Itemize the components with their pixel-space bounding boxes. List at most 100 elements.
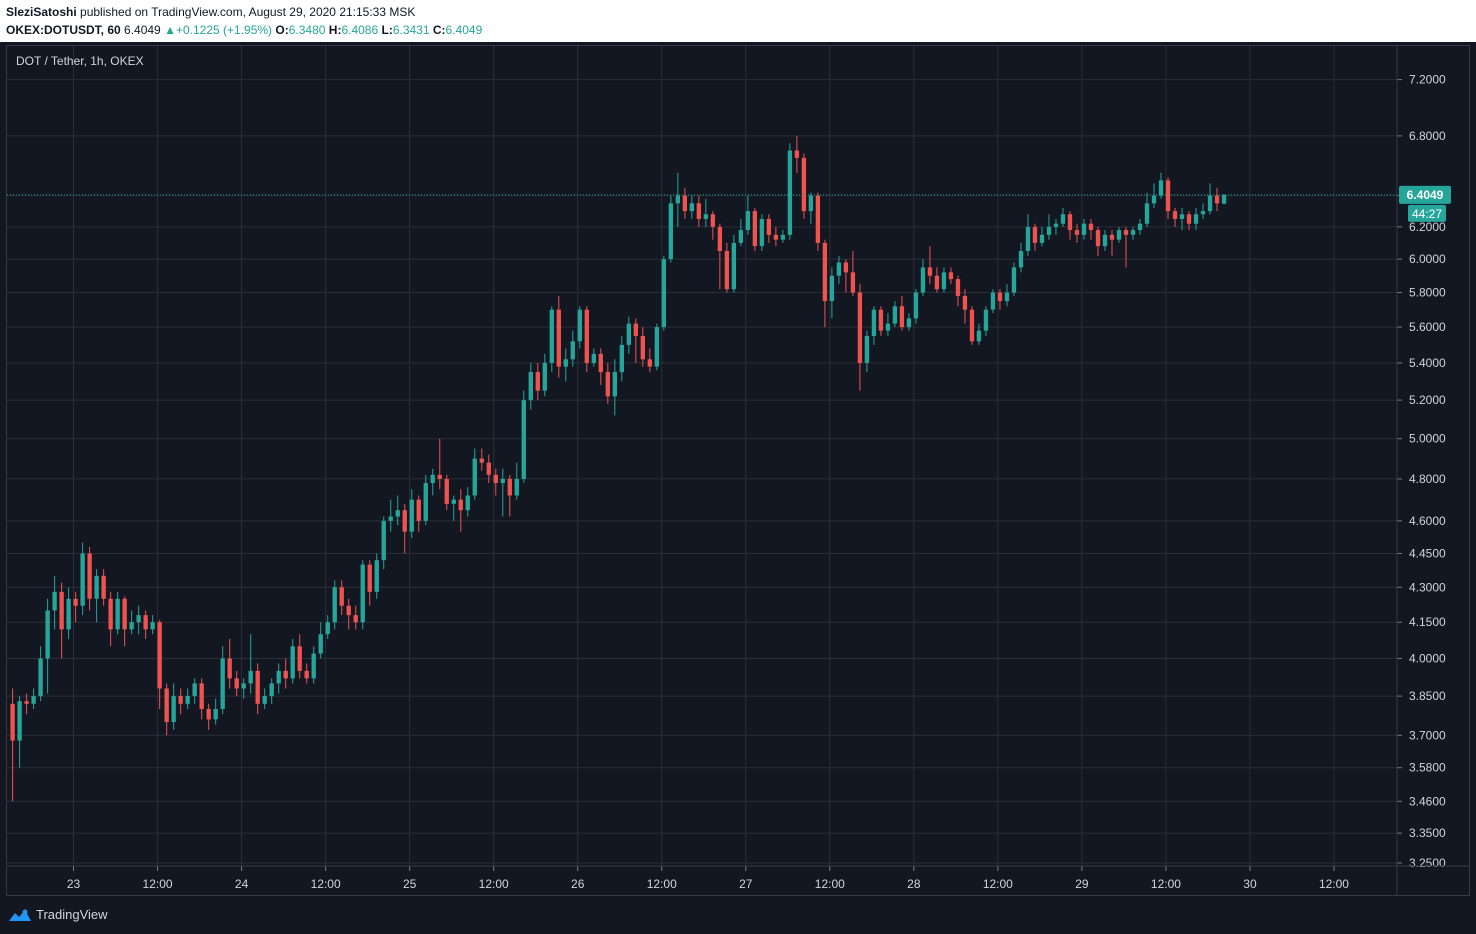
x-tick-label: 12:00 xyxy=(647,877,677,891)
y-tick-label: 3.7000 xyxy=(1409,728,1446,742)
y-tick-label: 3.5800 xyxy=(1409,761,1446,775)
candle-body xyxy=(920,267,926,293)
candle-body xyxy=(626,323,631,345)
open-label: O: xyxy=(275,23,289,37)
candle-body xyxy=(31,696,36,704)
candle-body xyxy=(563,359,568,367)
candle-body xyxy=(1046,226,1052,235)
close-value: 6.4049 xyxy=(445,23,483,37)
candle-body xyxy=(262,696,267,704)
candle-body xyxy=(1004,292,1010,302)
candlestick-chart[interactable]: 7.20006.80006.40006.20006.00005.80005.60… xyxy=(7,46,1469,895)
candle-body xyxy=(325,622,330,635)
x-tick-label: 30 xyxy=(1243,877,1257,891)
candle-body xyxy=(871,309,877,336)
candle-body xyxy=(220,658,225,709)
candle-body xyxy=(45,610,50,659)
candle-body xyxy=(668,203,674,260)
x-tick-label: 12:00 xyxy=(479,877,509,891)
candle-body xyxy=(808,195,814,212)
symbol-label: OKEX:DOTUSDT, 60 xyxy=(6,23,121,37)
candle-body xyxy=(605,372,610,397)
candle-body xyxy=(584,309,589,363)
author-name[interactable]: SleziSatoshi xyxy=(6,5,77,19)
candle-body xyxy=(549,309,554,363)
y-tick-label: 5.8000 xyxy=(1409,286,1446,300)
candle-body xyxy=(983,309,989,331)
y-tick-label: 5.6000 xyxy=(1409,320,1446,334)
candle-body xyxy=(836,262,842,276)
candle-body xyxy=(556,309,561,367)
chart-frame[interactable]: 7.20006.80006.40006.20006.00005.80005.60… xyxy=(6,45,1470,896)
candle-body xyxy=(815,195,821,243)
candle-body xyxy=(801,157,807,212)
candle-body xyxy=(1116,230,1122,240)
low-value: 6.3431 xyxy=(392,23,430,37)
y-tick-label: 3.8500 xyxy=(1409,689,1446,703)
y-tick-label: 3.2500 xyxy=(1409,856,1446,870)
candle-body xyxy=(794,150,800,158)
candle-body xyxy=(1151,195,1157,204)
candle-body xyxy=(1095,230,1101,247)
candle-body xyxy=(486,462,491,475)
candle-body xyxy=(885,323,891,331)
y-tick-label: 6.2000 xyxy=(1409,220,1446,234)
candle-body xyxy=(318,634,323,654)
candle-body xyxy=(843,262,849,273)
candle-body xyxy=(1137,223,1143,231)
candle-body xyxy=(927,267,933,276)
candle-body xyxy=(1081,223,1087,235)
tradingview-brand[interactable]: TradingView xyxy=(8,907,108,922)
candle-body xyxy=(59,591,64,630)
candle-body xyxy=(773,234,779,240)
candle-body xyxy=(80,553,85,606)
y-tick-label: 7.2000 xyxy=(1409,73,1446,87)
candle-body xyxy=(913,292,919,319)
candle-body xyxy=(969,309,975,342)
candle-body xyxy=(647,359,653,367)
candle-body xyxy=(500,478,505,484)
candle-body xyxy=(52,591,57,611)
candle-body xyxy=(528,372,533,401)
candle-body xyxy=(619,344,624,373)
candle-body xyxy=(1088,223,1094,231)
candle-body xyxy=(115,598,120,630)
candle-body xyxy=(738,230,744,243)
candle-body xyxy=(94,575,99,599)
candle-body xyxy=(1102,234,1108,247)
publish-line: SleziSatoshi published on TradingView.co… xyxy=(6,5,415,19)
candle-body xyxy=(941,272,947,290)
candle-body xyxy=(962,295,968,310)
candle-body xyxy=(906,318,912,328)
footer: TradingView xyxy=(0,898,1476,934)
candle-body xyxy=(388,516,393,521)
x-tick-label: 12:00 xyxy=(1319,877,1349,891)
candle-body xyxy=(1172,211,1178,219)
candle-body xyxy=(878,309,884,331)
candle-body xyxy=(458,499,463,511)
candle-body xyxy=(241,683,246,689)
candle-body xyxy=(1018,250,1024,268)
candle-body xyxy=(1179,214,1185,219)
candle-body xyxy=(654,327,660,367)
candle-body xyxy=(948,272,954,280)
candle-body xyxy=(696,203,702,219)
candle-body xyxy=(290,646,295,679)
last-price-tag xyxy=(1399,185,1451,204)
candle-body xyxy=(892,306,898,324)
candle-body xyxy=(367,564,372,592)
y-tick-label: 4.1500 xyxy=(1409,615,1446,629)
chart-header: SleziSatoshi published on TradingView.co… xyxy=(0,0,1476,42)
chart-background xyxy=(7,46,1469,895)
candle-body xyxy=(745,211,751,231)
y-tick-label: 3.4600 xyxy=(1409,794,1446,808)
candle-body xyxy=(150,622,155,630)
candle-body xyxy=(234,678,239,689)
candle-body xyxy=(598,353,603,373)
candle-body xyxy=(1123,230,1129,235)
candle-body xyxy=(276,670,281,684)
ohlc-line: OKEX:DOTUSDT, 60 6.4049 ▲+0.1225 (+1.95%… xyxy=(6,23,482,37)
y-tick-label: 5.2000 xyxy=(1409,393,1446,407)
y-tick-label: 3.3500 xyxy=(1409,826,1446,840)
candle-body xyxy=(353,615,358,623)
